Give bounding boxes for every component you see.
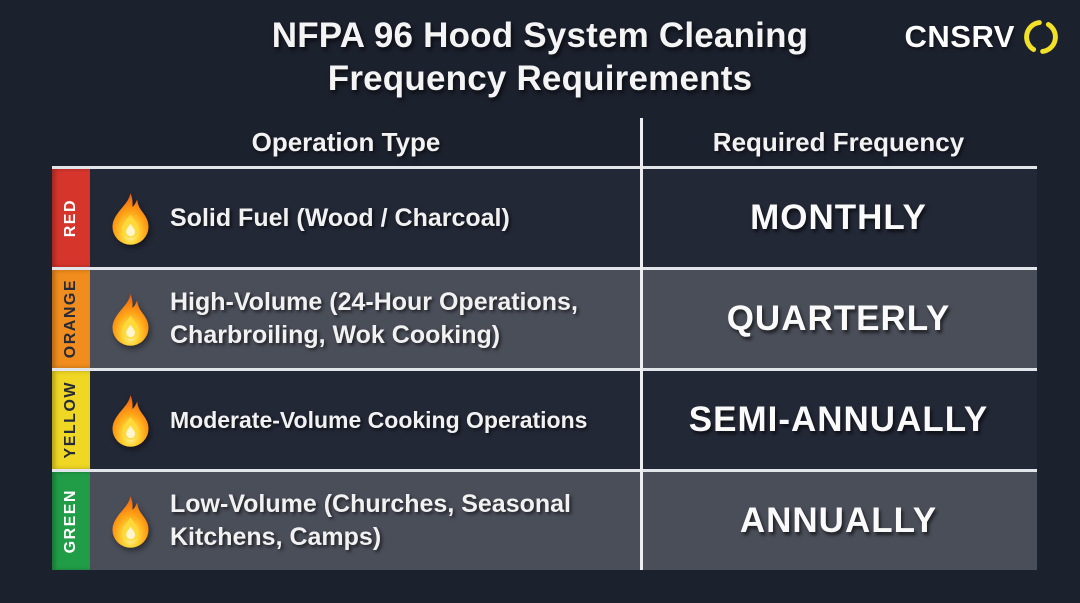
fire-icon (111, 192, 149, 245)
frequency-value: QUARTERLY (726, 299, 951, 338)
table-row-moderate-volume: YELLOW Moderate-Volume Cooking Operation… (52, 368, 1037, 469)
operation-label: High-Volume (24-Hour Operations, Charbro… (170, 288, 578, 349)
broken-circle-icon (1024, 20, 1058, 54)
table-row-solid-fuel: RED Solid Fuel (Wood / Charcoal) MONTHLY (52, 166, 1037, 267)
page-title: NFPA 96 Hood System Cleaning Frequency R… (0, 14, 1080, 100)
icon-cell (90, 472, 170, 570)
tier-badge-yellow: YELLOW (52, 371, 90, 469)
icon-cell (90, 169, 170, 267)
tier-label: YELLOW (62, 381, 79, 459)
tier-badge-green: GREEN (52, 472, 90, 570)
frequency-value: SEMI-ANNUALLY (688, 400, 989, 439)
frequency-table: Operation Type Required Frequency RED So… (52, 118, 1037, 570)
tier-label: GREEN (62, 488, 79, 554)
page-title-line2: Frequency Requirements (327, 59, 753, 98)
frequency-value: ANNUALLY (739, 501, 938, 540)
page-title-line1: NFPA 96 Hood System Cleaning (271, 16, 809, 55)
table-row-high-volume: ORANGE High-Volume (24-Hour Operations, … (52, 267, 1037, 368)
tier-label: RED (62, 198, 79, 238)
column-header-required-frequency: Required Frequency (712, 126, 965, 157)
frequency-value: MONTHLY (750, 198, 927, 237)
operation-label: Moderate-Volume Cooking Operations (170, 406, 588, 433)
table-header-row: Operation Type Required Frequency (52, 118, 1037, 166)
fire-icon (111, 495, 149, 548)
tier-label: ORANGE (62, 279, 79, 359)
column-divider (640, 118, 643, 570)
fire-icon (111, 394, 149, 447)
column-header-operation-type: Operation Type (251, 126, 441, 157)
table-row-low-volume: GREEN Low-Volume (Churches, Seasonal Kit… (52, 469, 1037, 570)
operation-label: Low-Volume (Churches, Seasonal Kitchens,… (170, 490, 572, 551)
operation-label: Solid Fuel (Wood / Charcoal) (170, 203, 510, 232)
tier-badge-red: RED (52, 169, 90, 267)
brand-logo: CNSRV (905, 18, 1060, 56)
icon-cell (90, 270, 170, 368)
icon-cell (90, 371, 170, 469)
brand-logo-text: CNSRV (904, 19, 1015, 54)
tier-badge-orange: ORANGE (52, 270, 90, 368)
fire-icon (111, 293, 149, 346)
